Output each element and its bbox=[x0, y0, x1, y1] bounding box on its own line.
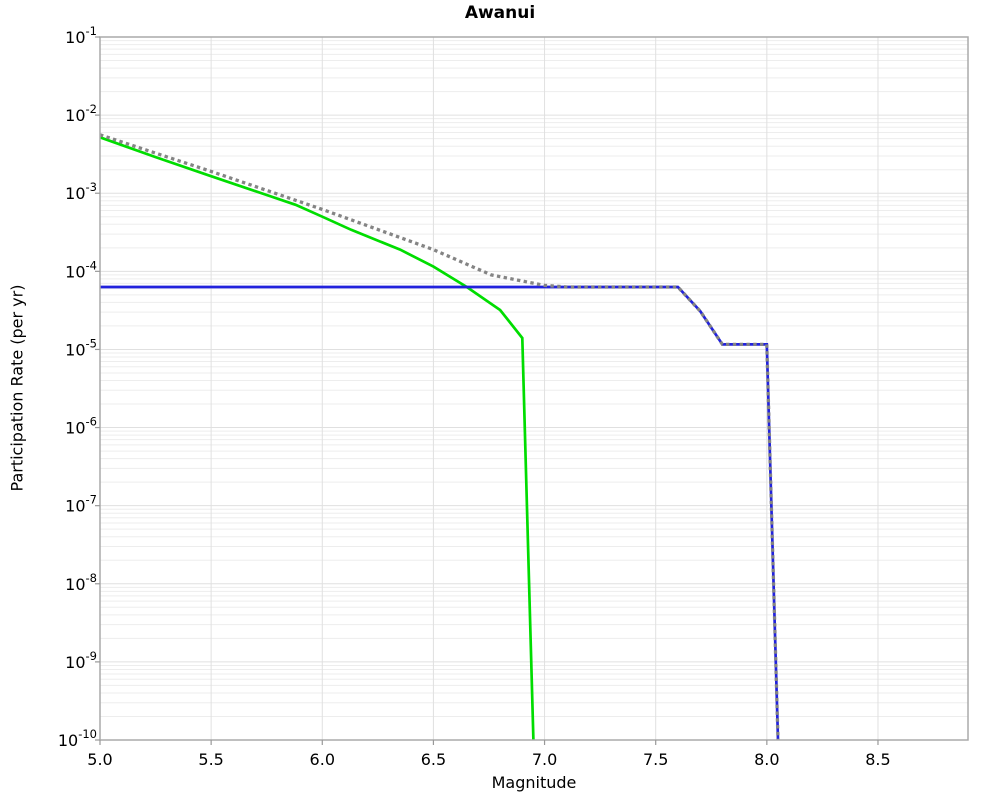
y-tick-label: 10-10 bbox=[58, 727, 97, 750]
y-tick-label: 10-6 bbox=[65, 415, 97, 438]
y-tick-label: 10-9 bbox=[65, 649, 97, 672]
y-tick-label: 10-1 bbox=[65, 24, 97, 47]
x-tick-label: 8.0 bbox=[754, 750, 779, 769]
series-blue-solid-curve bbox=[100, 285, 780, 741]
x-tick-label: 5.5 bbox=[198, 750, 223, 769]
y-tick-label: 10-5 bbox=[65, 336, 97, 359]
y-tick-label: 10-3 bbox=[65, 180, 97, 203]
x-tick-label: 7.0 bbox=[532, 750, 557, 769]
x-tick-label: 8.5 bbox=[865, 750, 890, 769]
x-tick-label: 7.5 bbox=[643, 750, 668, 769]
y-tick-label: 10-4 bbox=[65, 258, 97, 281]
chart-title: Awanui bbox=[464, 3, 536, 23]
y-tick-label: 10-2 bbox=[65, 102, 97, 125]
plot-border bbox=[99, 36, 969, 741]
x-tick-label: 6.0 bbox=[310, 750, 335, 769]
y-axis-label: Participation Rate (per yr) bbox=[7, 284, 27, 492]
x-tick-label: 5.0 bbox=[87, 750, 112, 769]
series-green-solid-curve bbox=[99, 136, 535, 741]
series-gray-dotted-curve bbox=[99, 133, 780, 741]
x-tick-label: 6.5 bbox=[421, 750, 446, 769]
x-axis-label: Magnitude bbox=[491, 773, 577, 792]
y-tick-label: 10-7 bbox=[65, 493, 97, 516]
y-tick-label: 10-8 bbox=[65, 571, 97, 594]
